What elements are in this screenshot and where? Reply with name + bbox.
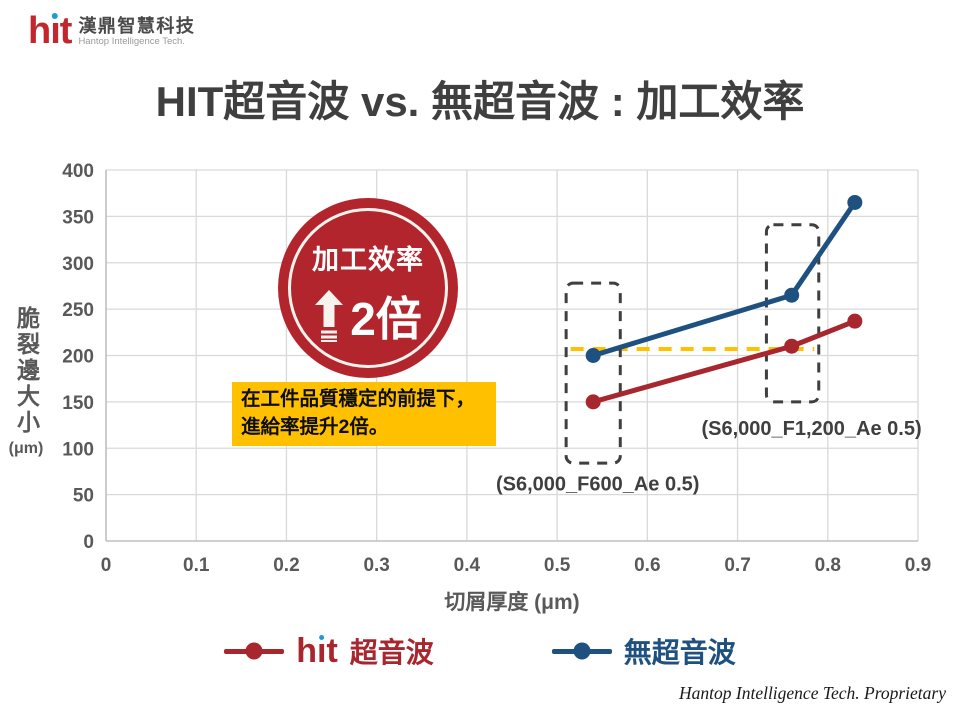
note-line1: 在工件品質穩定的前提下，: [241, 388, 476, 410]
data-point-1: [585, 348, 601, 363]
point-label: (S6,000_F1,200_Ae 0.5): [701, 418, 921, 440]
badge-ring: [288, 208, 448, 368]
y-tick-label: 50: [73, 486, 94, 507]
x-tick-label: 0.8: [815, 555, 841, 576]
x-tick-label: 0.7: [724, 555, 750, 576]
y-tick-label: 100: [62, 439, 94, 460]
brand-letter: t: [326, 632, 338, 670]
series-line-0: [590, 318, 858, 405]
highlight-box: [764, 223, 821, 404]
brand-letter: h: [28, 10, 51, 52]
x-tick-label: 0.1: [183, 555, 210, 576]
x-tick-label: 0.9: [905, 555, 931, 576]
brand-letter-i: ı: [50, 10, 61, 52]
efficiency-badge: 加工效率 2倍: [278, 198, 458, 378]
y-tick-label: 350: [62, 207, 94, 228]
x-tick-label: 0: [101, 555, 112, 576]
brand-i-dot-icon: [51, 12, 59, 20]
y-axis-title: 脆裂邊大小 (μm): [4, 306, 48, 458]
data-point-0: [847, 313, 863, 329]
y-axis-title-text: 脆裂邊大小: [13, 306, 40, 436]
y-tick-label: 200: [62, 347, 94, 368]
legend-item-no-ultrasonic: 無超音波: [551, 631, 736, 671]
legend-label-ultrasonic: 超音波: [349, 637, 434, 668]
legend-dot-blue: [573, 642, 591, 660]
y-tick-label: 250: [62, 300, 94, 321]
badge-line1: 加工效率: [312, 245, 424, 275]
y-tick-label: 300: [62, 254, 94, 275]
highlight-box: [564, 281, 622, 465]
footer-proprietary: Hantop Intelligence Tech. Proprietary: [679, 683, 946, 703]
legend-label-no-ultrasonic: 無超音波: [623, 637, 736, 668]
y-axis-unit: (μm): [8, 440, 44, 457]
badge-value: 2倍: [350, 293, 422, 345]
note-line2: 進給率提升2倍。: [241, 416, 389, 438]
legend-marker-red: [224, 642, 285, 660]
up-arrow-icon: [315, 290, 344, 342]
logo-brand-hit: hı t: [28, 10, 73, 52]
logo-tagline: Hantop Intelligence Tech.: [78, 36, 185, 47]
x-tick-label: 0.3: [363, 555, 389, 576]
y-tick-label: 0: [83, 532, 94, 553]
x-tick-label: 0.2: [273, 555, 299, 576]
legend-item-hit-ultrasonic: hı t 超音波: [224, 631, 434, 671]
y-tick-label: 400: [62, 161, 94, 182]
data-point-0: [784, 338, 800, 354]
legend-marker-blue: [551, 642, 612, 660]
x-tick-label: 0.4: [454, 555, 481, 576]
point-label: (S6,000_F600_Ae 0.5): [496, 473, 699, 495]
data-point-0: [585, 394, 601, 410]
x-tick-label: 0.5: [544, 555, 571, 576]
data-point-1: [847, 194, 863, 210]
brand-letter: h: [296, 632, 317, 670]
legend-brand-hit: hı t: [296, 634, 338, 668]
logo-text-block: 漢鼎智慧科技 Hantop Intelligence Tech.: [78, 12, 195, 48]
note-box: 在工件品質穩定的前提下， 進給率提升2倍。: [232, 382, 496, 446]
brand-i-dot-icon: [318, 634, 325, 641]
y-tick-label: 150: [62, 393, 94, 414]
logo-company-name: 漢鼎智慧科技: [78, 16, 196, 36]
legend-dot-red: [245, 642, 263, 660]
brand-letter: t: [59, 10, 73, 52]
x-axis-title: 切屑厚度 (μm): [444, 591, 580, 614]
x-tick-label: 0.6: [634, 555, 660, 576]
badge-value-row: 2倍: [278, 283, 458, 349]
legend: hı t 超音波 無超音波: [0, 628, 960, 674]
data-point-1: [784, 287, 800, 303]
logo: hı t 漢鼎智慧科技 Hantop Intelligence Tech.: [28, 12, 195, 50]
slide-title: HIT超音波 vs. 無超音波 : 加工效率: [155, 78, 805, 125]
brand-letter-i: ı: [316, 632, 327, 670]
